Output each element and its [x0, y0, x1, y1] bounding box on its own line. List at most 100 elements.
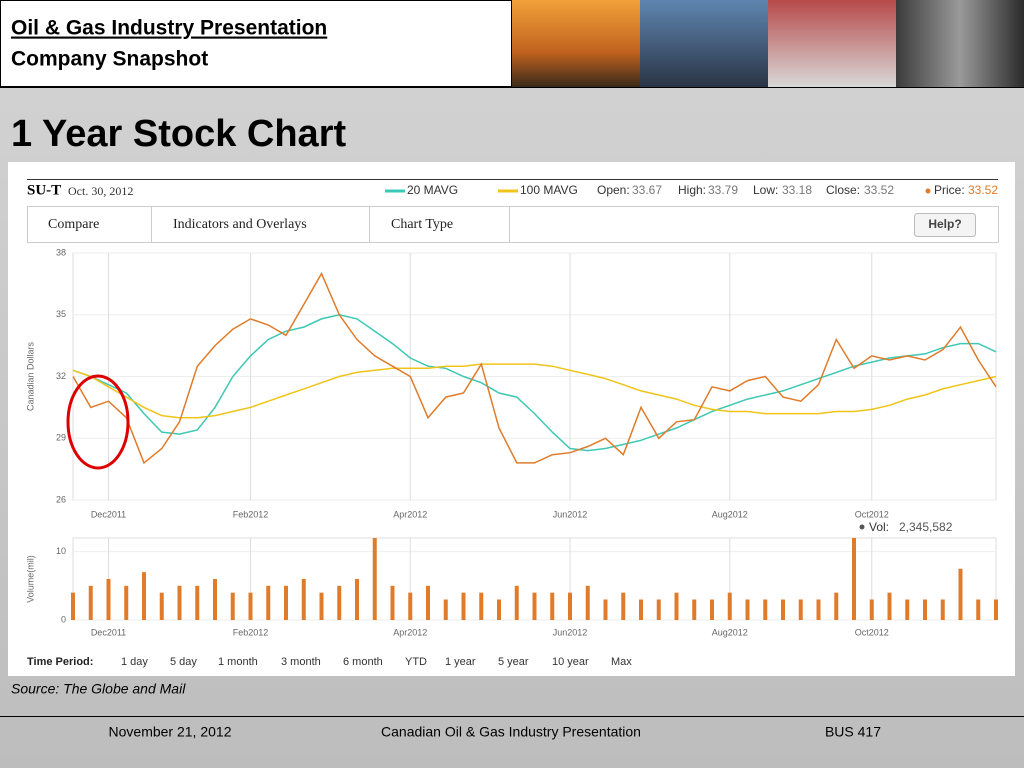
- volume-bar: [550, 592, 555, 620]
- volume-bar: [585, 585, 590, 620]
- footer-date: November 21, 2012: [109, 724, 232, 740]
- x-tick-label: Apr2012: [393, 509, 427, 519]
- toolbar-tab[interactable]: Indicators and Overlays: [173, 217, 307, 232]
- time-period-option[interactable]: 3 month: [281, 656, 321, 668]
- x-tick-label: Dec2011: [91, 509, 126, 519]
- y-tick-label: 26: [56, 494, 66, 504]
- annotation-label: Vol:: [869, 520, 889, 534]
- volume-bar: [532, 592, 537, 620]
- volume-bar: [71, 592, 75, 620]
- volume-bar: [479, 592, 484, 620]
- volume-bar: [994, 599, 998, 620]
- annotation-dot: [859, 524, 865, 530]
- quote-date: Oct. 30, 2012: [68, 184, 133, 198]
- volume-bar: [266, 585, 271, 620]
- volume-bar: [905, 599, 910, 620]
- time-period-option[interactable]: Max: [611, 656, 632, 668]
- time-period-option[interactable]: 5 year: [498, 656, 529, 668]
- quote-label: Close:: [826, 183, 860, 197]
- volume-bar: [692, 599, 697, 620]
- time-period-label: Time Period:: [27, 656, 93, 668]
- time-period-option[interactable]: 1 day: [121, 656, 148, 668]
- quote-label: Open:: [597, 183, 630, 197]
- volume-bar: [301, 579, 306, 620]
- footer-center: Canadian Oil & Gas Industry Presentation: [381, 724, 641, 740]
- x-tick-label: Feb2012: [233, 627, 269, 637]
- time-period-option[interactable]: 10 year: [552, 656, 589, 668]
- help-button[interactable]: [914, 213, 976, 237]
- x-tick-label: Jun2012: [553, 627, 588, 637]
- time-period-option[interactable]: 1 year: [445, 656, 476, 668]
- volume-bar: [621, 592, 626, 620]
- x-tick-label: Aug2012: [712, 627, 748, 637]
- volume-bar: [514, 585, 519, 620]
- photo: [768, 0, 896, 87]
- photo: [896, 0, 1024, 87]
- x-tick-label: Dec2011: [91, 627, 126, 637]
- time-period-option[interactable]: 5 day: [170, 656, 197, 668]
- volume-bar: [355, 579, 359, 620]
- volume-bar: [940, 599, 945, 620]
- price-line: [72, 271, 997, 465]
- x-tick-label: Apr2012: [393, 627, 427, 637]
- toolbar-tab[interactable]: Compare: [48, 217, 99, 232]
- slide-title: 1 Year Stock Chart: [11, 113, 346, 155]
- quote-value: 33.79: [708, 183, 738, 197]
- volume-bar: [142, 572, 146, 620]
- volume-bar: [497, 599, 501, 620]
- volume-bar: [603, 599, 608, 620]
- volume-bar: [834, 592, 839, 620]
- volume-bar: [763, 599, 768, 620]
- volume-bar: [568, 592, 572, 620]
- volume-bar: [106, 579, 111, 620]
- volume-bar: [781, 599, 785, 620]
- volume-bar: [923, 599, 927, 620]
- highlight-circle: [66, 374, 130, 470]
- volume-bar: [124, 585, 129, 620]
- photo: [512, 0, 640, 87]
- volume-bar: [639, 599, 643, 620]
- x-tick-label: Oct2012: [855, 509, 889, 519]
- header-box: [0, 0, 512, 87]
- annotation-value: 2,345,582: [899, 520, 953, 534]
- volume-bar: [372, 538, 377, 620]
- volume-bar: [337, 585, 342, 620]
- quote-value: 33.18: [782, 183, 812, 197]
- x-tick-label: Jun2012: [553, 509, 588, 519]
- volume-bar: [319, 592, 324, 620]
- legend-label: Price:: [934, 183, 965, 197]
- header-subtitle: Company Snapshot: [11, 48, 208, 71]
- volume-bar: [656, 599, 661, 620]
- y-tick-label: 29: [56, 433, 66, 443]
- volume-bar: [159, 592, 164, 620]
- x-tick-label: Oct2012: [855, 627, 889, 637]
- volume-bar: [177, 585, 182, 620]
- quote-label: Low:: [753, 183, 778, 197]
- volume-bar: [798, 599, 803, 620]
- volume-bar: [88, 585, 93, 620]
- volume-bar: [426, 585, 430, 620]
- toolbar: [27, 206, 999, 243]
- time-period-option[interactable]: YTD: [405, 656, 427, 668]
- volume-bar: [710, 599, 714, 620]
- price-line: [72, 314, 997, 452]
- volume-bar: [284, 585, 288, 620]
- photo: [640, 0, 768, 87]
- y-tick-label: 35: [56, 309, 66, 319]
- x-tick-label: Aug2012: [712, 509, 748, 519]
- time-period-option[interactable]: 1 month: [218, 656, 258, 668]
- toolbar-tab[interactable]: Chart Type: [391, 217, 453, 232]
- symbol: SU-T: [27, 182, 61, 198]
- help-label[interactable]: Help?: [928, 217, 961, 231]
- time-period-option[interactable]: 6 month: [343, 656, 383, 668]
- footer-course: BUS 417: [825, 724, 881, 740]
- volume-bar: [230, 592, 235, 620]
- source: Source: The Globe and Mail: [11, 681, 186, 697]
- volume-bar: [248, 592, 253, 620]
- y-tick-label: 10: [56, 546, 66, 556]
- volume-bar: [390, 585, 395, 620]
- y-axis-label: Canadian Dollars: [25, 341, 35, 411]
- volume-bar: [213, 579, 217, 620]
- volume-bar: [443, 599, 448, 620]
